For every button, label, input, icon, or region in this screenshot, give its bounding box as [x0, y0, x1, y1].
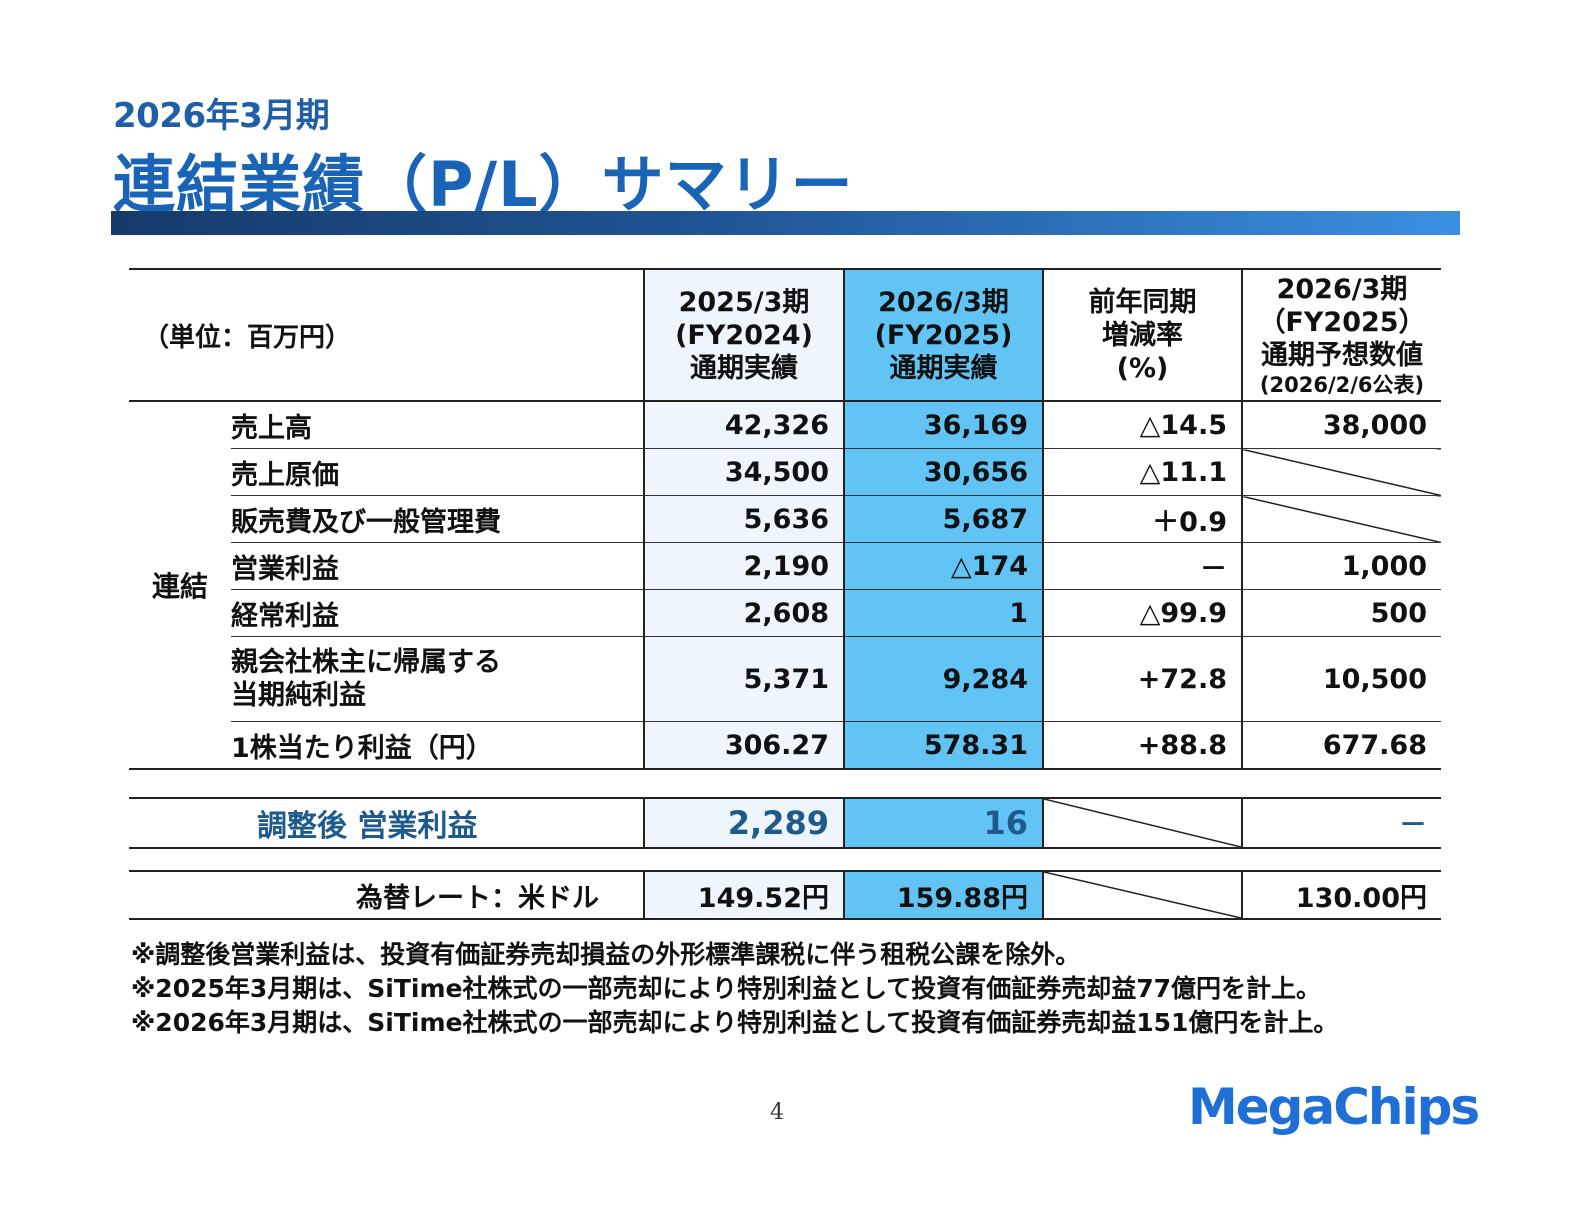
- col-header-line: 前年同期: [1088, 286, 1197, 318]
- value-fy2025: 36,169: [843, 401, 1044, 449]
- adjusted-label: 調整後 営業利益: [129, 797, 644, 849]
- col-header-line: (FY2025): [874, 319, 1013, 351]
- value-fy2025: 578.31: [843, 721, 1044, 770]
- value-forecast-na: [1241, 448, 1442, 496]
- value-change: △14.5: [1042, 401, 1243, 449]
- value-change: －: [1042, 542, 1243, 590]
- fx-row: 為替レート：米ドル 149.52円 159.88円 130.00円: [129, 870, 1441, 920]
- row-label: 経常利益: [231, 589, 645, 637]
- row-label: 売上原価: [231, 448, 645, 496]
- row-label-line: 当期純利益: [231, 680, 366, 711]
- col-header-line: (2026/2/6公表): [1259, 372, 1425, 397]
- unit-label: （単位：百万円）: [129, 268, 645, 402]
- col-header-line: 通期予想数値: [1261, 339, 1424, 371]
- row-label: 営業利益: [231, 542, 645, 590]
- footnotes: ※調整後営業利益は、投資有価証券売却損益の外形標準課税に伴う租税公課を除外。 ※…: [131, 938, 1338, 1040]
- fx-change-na: [1042, 870, 1242, 920]
- adjusted-row: 調整後 営業利益 2,289 16 －: [129, 797, 1441, 849]
- page-kicker: 2026年3月期: [113, 96, 330, 136]
- table-row: 販売費及び一般管理費 5,636 5,687 ＋0.9: [129, 495, 1442, 543]
- col-header-line: 通期実績: [690, 352, 799, 384]
- adjusted-operating-income-table: 調整後 営業利益 2,289 16 －: [129, 797, 1441, 849]
- value-change: ＋0.9: [1042, 495, 1243, 543]
- value-change: △99.9: [1042, 589, 1243, 637]
- table-row: 連結 売上高 42,326 36,169 △14.5 38,000: [129, 401, 1442, 770]
- megachips-logo: MegaChips: [1188, 1078, 1480, 1136]
- title-underline-bar: [111, 211, 1460, 235]
- value-fy2025: 9,284: [843, 636, 1044, 722]
- value-fy2025: 30,656: [843, 448, 1044, 496]
- value-fy2024: 2,190: [643, 542, 845, 590]
- value-forecast: 1,000: [1241, 542, 1442, 590]
- col-header-forecast: 2026/3期 （FY2025） 通期予想数値 (2026/2/6公表): [1241, 268, 1442, 402]
- col-header-fy2025: 2026/3期 (FY2025) 通期実績: [843, 268, 1044, 402]
- footnote: ※調整後営業利益は、投資有価証券売却損益の外形標準課税に伴う租税公課を除外。: [131, 940, 1081, 969]
- value-fy2024: 42,326: [643, 401, 845, 449]
- col-header-line: (%): [1116, 352, 1169, 384]
- col-header-change: 前年同期 増減率 (%): [1042, 268, 1243, 402]
- value-forecast: 500: [1241, 589, 1442, 637]
- footnote: ※2025年3月期は、SiTime社株式の一部売却により特別利益として投資有価証…: [131, 974, 1322, 1003]
- row-label: 販売費及び一般管理費: [231, 495, 645, 543]
- table-row: 営業利益 2,190 △174 － 1,000: [129, 542, 1442, 590]
- value-forecast: 677.68: [1241, 721, 1442, 770]
- fx-label: 為替レート：米ドル: [129, 870, 644, 920]
- row-label: 売上高: [231, 401, 645, 449]
- footnote: ※2026年3月期は、SiTime社株式の一部売却により特別利益として投資有価証…: [131, 1008, 1339, 1037]
- col-header-line: 通期実績: [889, 352, 998, 384]
- group-label: 連結: [129, 401, 231, 770]
- table-row: 売上原価 34,500 30,656 △11.1: [129, 448, 1442, 496]
- fx-fy2025: 159.88円: [843, 870, 1043, 920]
- col-header-line: 2026/3期: [878, 286, 1009, 318]
- value-fy2025: 5,687: [843, 495, 1044, 543]
- value-change: +88.8: [1042, 721, 1243, 770]
- table-row: 親会社株主に帰属する 当期純利益 5,371 9,284 +72.8 10,50…: [129, 636, 1442, 722]
- value-fy2025: 1: [843, 589, 1044, 637]
- page-number: 4: [770, 1100, 784, 1125]
- value-forecast: 10,500: [1241, 636, 1442, 722]
- fx-rate-table: 為替レート：米ドル 149.52円 159.88円 130.00円: [129, 870, 1441, 920]
- col-header-line: （FY2025）: [1258, 306, 1426, 338]
- row-label: 1株当たり利益（円）: [231, 721, 645, 770]
- adjusted-fy2025: 16: [843, 797, 1043, 849]
- table-row: 経常利益 2,608 1 △99.9 500: [129, 589, 1442, 637]
- value-change: △11.1: [1042, 448, 1243, 496]
- col-header-line: 増減率: [1102, 319, 1184, 351]
- value-change: +72.8: [1042, 636, 1243, 722]
- col-header-line: 2026/3期: [1276, 273, 1408, 305]
- value-fy2024: 5,636: [643, 495, 845, 543]
- row-label: 親会社株主に帰属する 当期純利益: [231, 636, 645, 722]
- col-header-line: 2025/3期: [678, 286, 810, 318]
- value-forecast: 38,000: [1241, 401, 1442, 449]
- adjusted-fy2024: 2,289: [643, 797, 844, 849]
- fx-fy2024: 149.52円: [643, 870, 844, 920]
- value-fy2025: △174: [843, 542, 1044, 590]
- adjusted-forecast: －: [1241, 797, 1441, 849]
- fx-forecast: 130.00円: [1241, 870, 1441, 920]
- col-header-line: (FY2024): [675, 319, 813, 351]
- value-forecast-na: [1241, 495, 1442, 543]
- adjusted-change-na: [1042, 797, 1242, 849]
- value-fy2024: 306.27: [643, 721, 845, 770]
- table-header-row: （単位：百万円） 2025/3期 (FY2024) 通期実績 2026/3期 (…: [129, 268, 1442, 402]
- value-fy2024: 2,608: [643, 589, 845, 637]
- page-title: 連結業績（P/L）サマリー: [113, 148, 854, 221]
- table-row: 1株当たり利益（円） 306.27 578.31 +88.8 677.68: [129, 721, 1442, 770]
- pl-summary-table: （単位：百万円） 2025/3期 (FY2024) 通期実績 2026/3期 (…: [129, 268, 1442, 770]
- row-label-line: 親会社株主に帰属する: [231, 647, 501, 678]
- value-fy2024: 34,500: [643, 448, 845, 496]
- value-fy2024: 5,371: [643, 636, 845, 722]
- col-header-fy2024: 2025/3期 (FY2024) 通期実績: [643, 268, 845, 402]
